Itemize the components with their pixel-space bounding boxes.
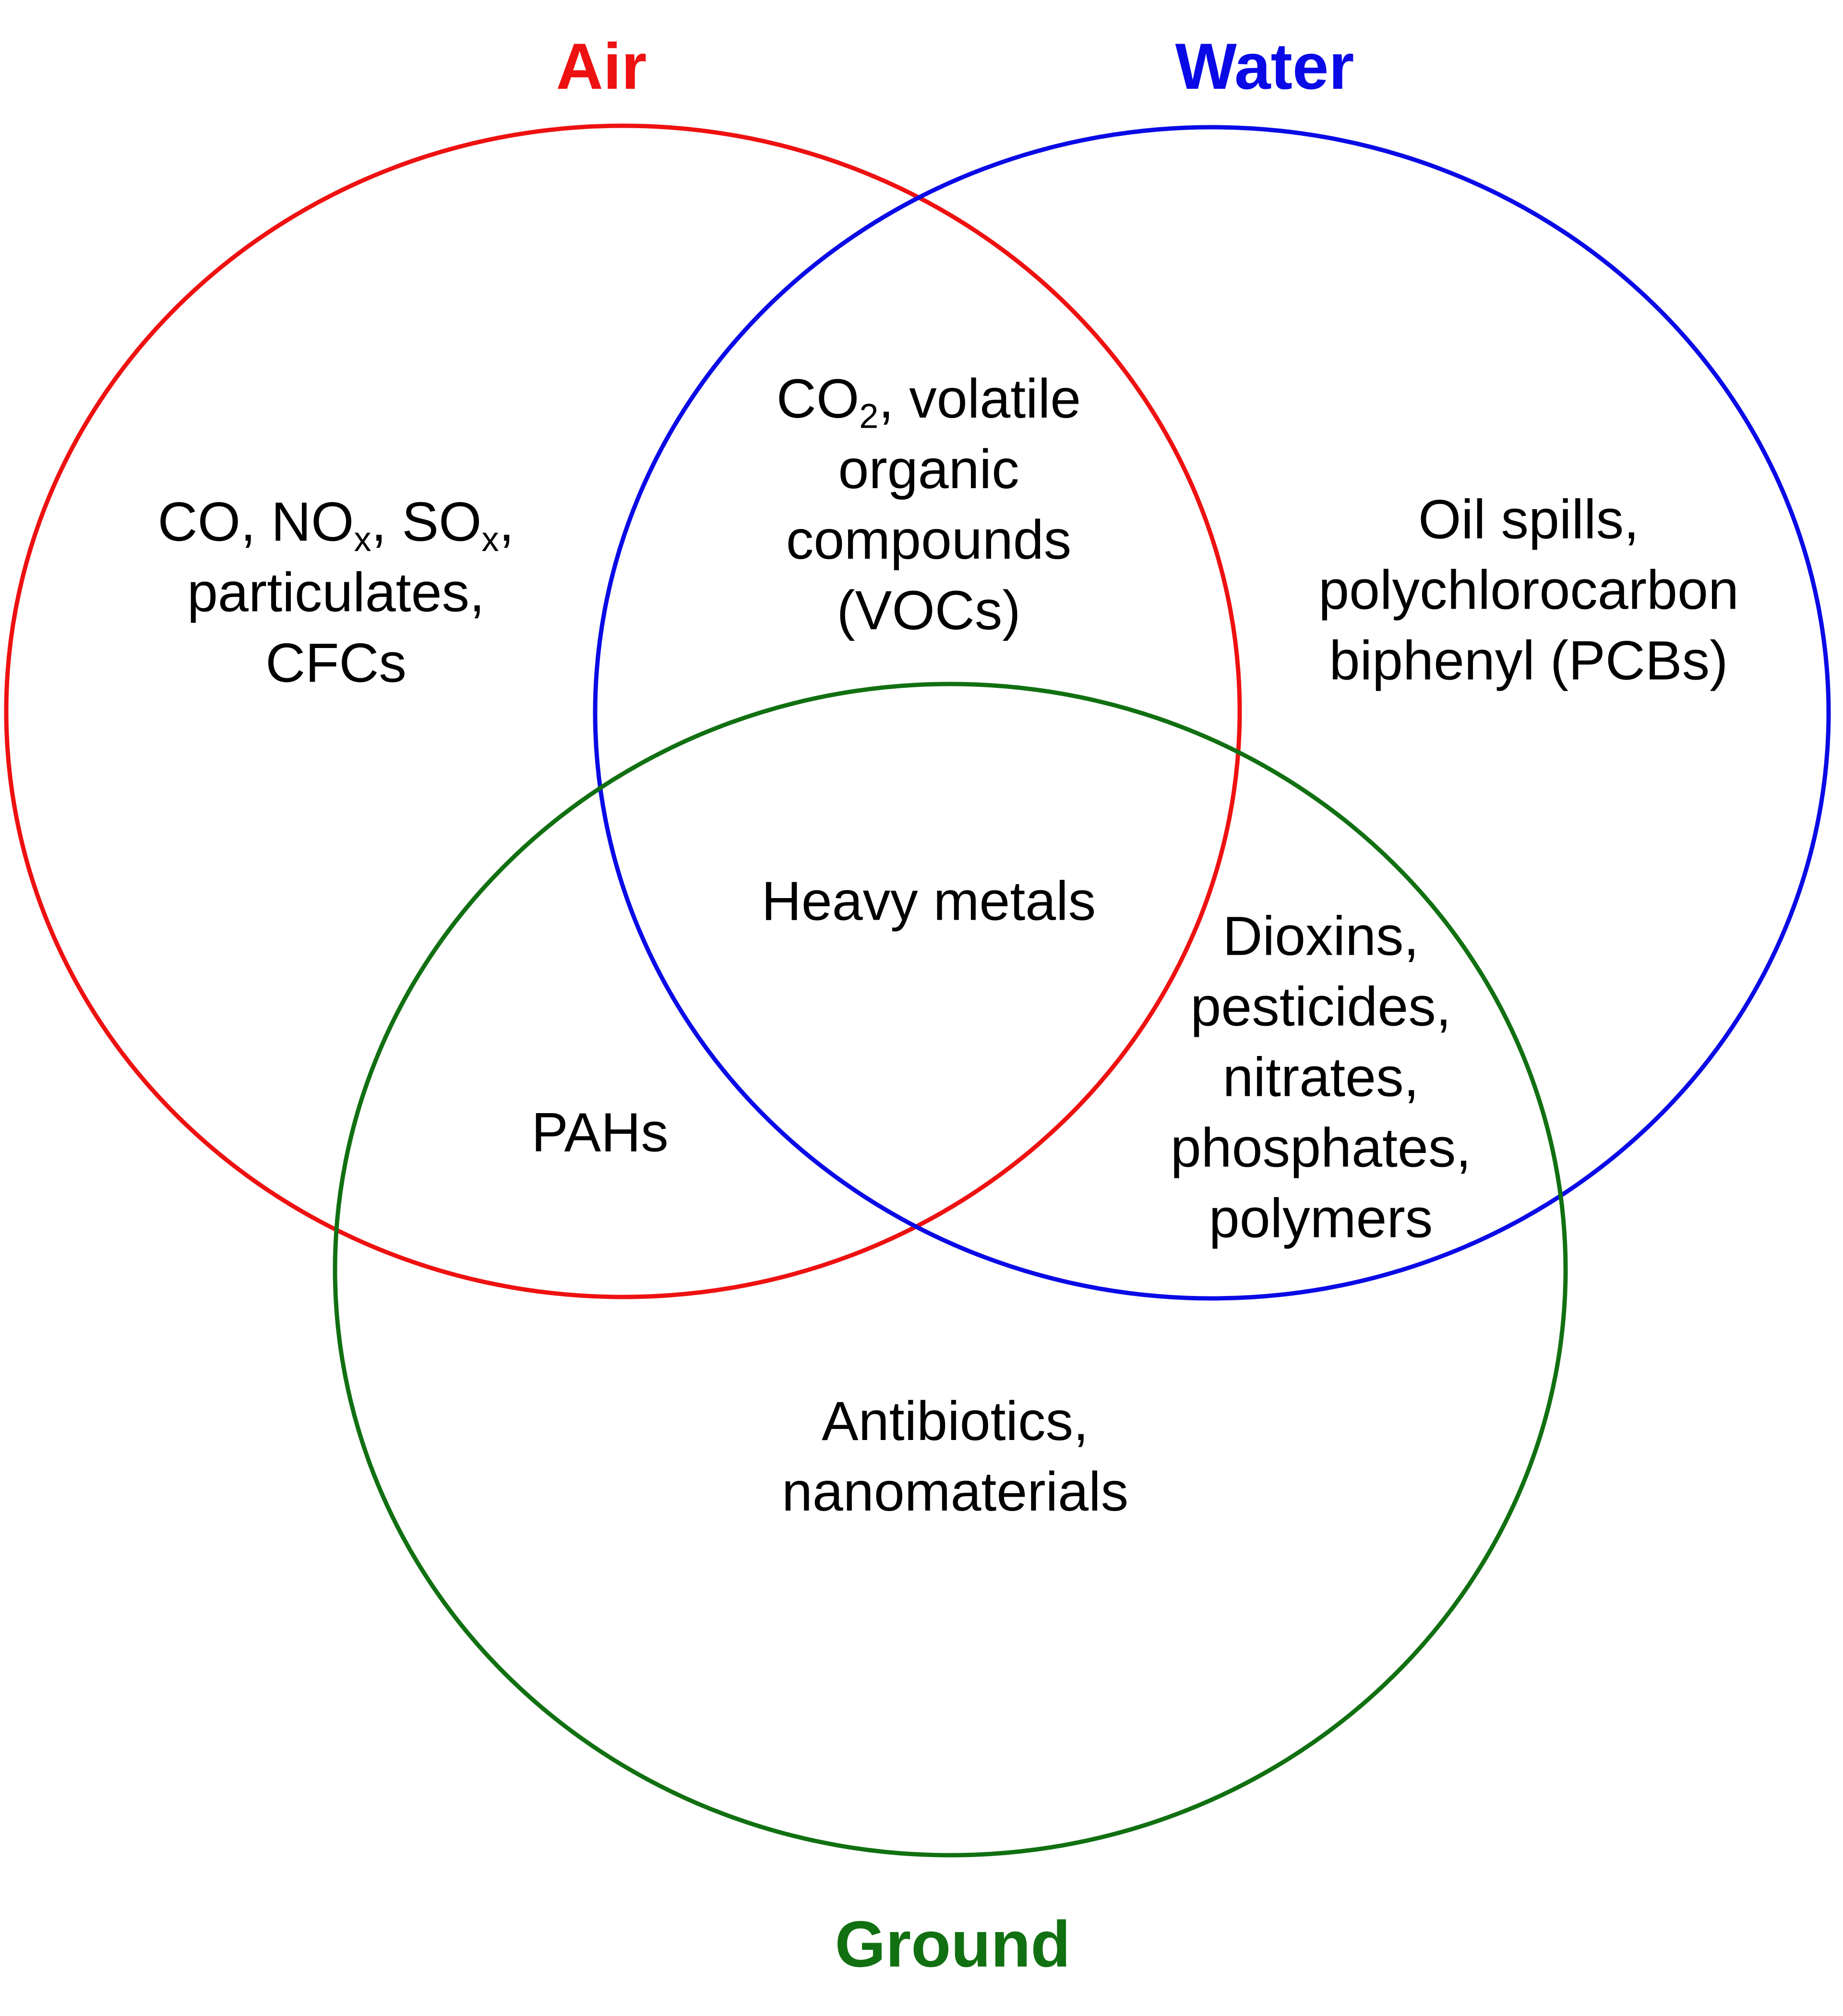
water-ground-region-label: Dioxins, pesticides, nitrates, phosphate… bbox=[1171, 901, 1472, 1254]
all-three-region-label: Heavy metals bbox=[762, 866, 1096, 937]
water-ground-line-5: polymers bbox=[1209, 1188, 1433, 1249]
ground-circle bbox=[333, 682, 1568, 1858]
air-only-line-3: CFCs bbox=[265, 632, 407, 694]
air-only-region-label: CO, NOx, SOx, particulates, CFCs bbox=[158, 487, 515, 699]
ground-only-line-1: Antibiotics, bbox=[821, 1391, 1089, 1452]
air-water-line-4: (VOCs) bbox=[837, 580, 1021, 641]
air-only-line-2: particulates, bbox=[187, 562, 485, 624]
air-water-region-label: CO2, volatile organic compounds (VOCs) bbox=[777, 364, 1081, 646]
all-three-line-1: Heavy metals bbox=[761, 870, 1096, 932]
air-only-line-1: CO, NOx, SOx, bbox=[157, 491, 515, 559]
ground-only-line-2: nanomaterials bbox=[781, 1461, 1129, 1523]
water-only-region-label: Oil spills, polychlorocarbon biphenyl (P… bbox=[1318, 485, 1739, 696]
water-ground-line-4: phosphates, bbox=[1170, 1117, 1472, 1179]
water-only-line-2: polychlorocarbon bbox=[1318, 559, 1739, 621]
water-title: Water bbox=[1175, 30, 1354, 103]
air-circle bbox=[4, 123, 1242, 1299]
air-title: Air bbox=[556, 30, 647, 103]
water-only-line-3: biphenyl (PCBs) bbox=[1329, 630, 1728, 692]
air-water-line-1: CO2, volatile bbox=[776, 368, 1081, 436]
water-ground-line-2: pesticides, bbox=[1190, 976, 1451, 1038]
air-water-line-3: compounds bbox=[786, 509, 1072, 571]
air-ground-region-label: PAHs bbox=[531, 1098, 668, 1168]
air-water-line-2: organic bbox=[838, 439, 1019, 500]
air-ground-line-1: PAHs bbox=[531, 1102, 669, 1164]
water-ground-line-1: Dioxins, bbox=[1222, 905, 1419, 967]
water-only-line-1: Oil spills, bbox=[1418, 489, 1640, 551]
ground-title: Ground bbox=[835, 1908, 1071, 1980]
water-ground-line-3: nitrates, bbox=[1222, 1046, 1419, 1108]
water-circle bbox=[593, 125, 1831, 1301]
ground-only-region-label: Antibiotics, nanomaterials bbox=[782, 1386, 1128, 1527]
